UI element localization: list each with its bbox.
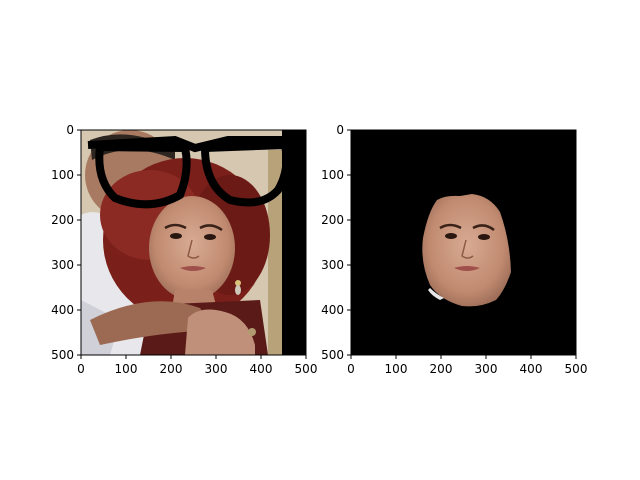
right-axes-frame (350, 129, 577, 356)
right-y-tick-label: 0 (336, 123, 344, 137)
masked-right-eyebrow (472, 224, 495, 232)
masked-left-eye (445, 233, 457, 239)
left-axes: 0 100 200 300 400 500 0 100 200 300 400 500 (51, 123, 317, 376)
right-x-tick-label: 500 (565, 362, 588, 376)
right-x-tick-label: 400 (520, 362, 543, 376)
left-x-tick-label: 400 (250, 362, 273, 376)
left-x-tick-label: 100 (115, 362, 138, 376)
left-y-tick-label: 100 (51, 168, 74, 182)
left-y-tick-label: 300 (51, 258, 74, 272)
hand (185, 309, 255, 355)
masked-mouth (454, 266, 480, 271)
earring-top (235, 280, 241, 286)
left-image (81, 130, 306, 355)
right-y-tick-label: 400 (321, 303, 344, 317)
nose (187, 239, 200, 259)
right-x-ticks: 0 100 200 300 400 500 (347, 355, 587, 376)
right-image (351, 130, 576, 355)
arm (90, 301, 215, 345)
masked-face (422, 194, 511, 307)
mouth (180, 266, 206, 271)
masked-right-eye (478, 234, 490, 240)
left-y-ticks: 0 100 200 300 400 500 (51, 123, 81, 362)
right-x-tick-label: 300 (475, 362, 498, 376)
left-y-tick-label: 400 (51, 303, 74, 317)
right-y-ticks: 0 100 200 300 400 500 (321, 123, 351, 362)
masked-left-eyebrow (439, 223, 462, 230)
left-y-tick-label: 500 (51, 348, 74, 362)
left-x-tick-label: 300 (205, 362, 228, 376)
right-y-tick-label: 100 (321, 168, 344, 182)
earring-drop (235, 285, 241, 295)
right-axes: 0 100 200 300 400 500 0 100 200 300 400 500 (321, 123, 587, 376)
right-y-tick-label: 500 (321, 348, 344, 362)
right-y-tick-label: 300 (321, 258, 344, 272)
right-x-tick-label: 0 (347, 362, 355, 376)
masked-nose (461, 239, 474, 259)
masked-face-edge (428, 288, 444, 300)
left-x-tick-label: 500 (295, 362, 318, 376)
left-x-tick-label: 0 (77, 362, 85, 376)
left-y-tick-label: 0 (66, 123, 74, 137)
right-x-tick-label: 100 (385, 362, 408, 376)
left-eye (170, 233, 182, 239)
left-y-tick-label: 200 (51, 213, 74, 227)
woman-face (149, 196, 235, 300)
glasses (87, 135, 300, 209)
right-eye (204, 234, 216, 240)
left-x-tick-label: 200 (160, 362, 183, 376)
ring (248, 328, 256, 336)
left-axes-frame (80, 129, 307, 356)
right-x-tick-label: 200 (430, 362, 453, 376)
right-y-tick-label: 200 (321, 213, 344, 227)
right-eyebrow (199, 224, 223, 232)
left-image-pole (268, 150, 282, 355)
left-x-ticks: 0 100 200 300 400 500 (77, 355, 317, 376)
left-eyebrow (164, 223, 187, 230)
